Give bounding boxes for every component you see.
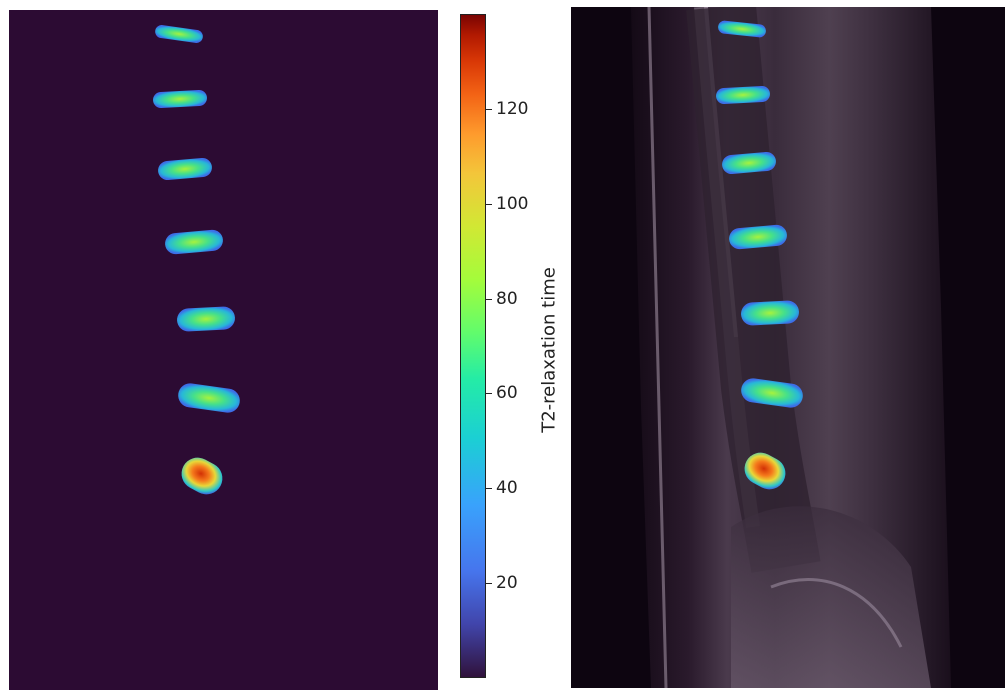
colorbar-tick-label: 40 [496,478,518,499]
overlay-disc-7 [744,452,786,490]
disc-7 [181,457,223,495]
colorbar-tick-label: 20 [496,573,518,594]
colorbar-tick [486,488,492,490]
colorbar-tick-label: 80 [496,288,518,309]
mri-overlay-image [631,7,951,688]
colorbar [460,14,486,678]
colorbar-tick-label: 60 [496,383,518,404]
colorbar-tick [486,393,492,395]
overlay-disc-6 [741,378,803,408]
disc-6 [178,383,240,413]
disc-1 [155,25,203,43]
t2-map-panel [9,10,438,690]
mri-overlay-panel [571,7,1005,688]
overlay-disc-4 [729,224,787,250]
t2-map-image [153,25,240,495]
overlay-disc-3 [722,151,776,175]
colorbar-tick-label: 100 [496,193,529,214]
colorbar-tick-label: 120 [496,98,529,119]
overlay-disc-2 [716,86,770,104]
overlay-disc-1 [718,20,766,38]
colorbar-tick [486,583,492,585]
colorbar-tick [486,108,492,110]
disc-3 [158,157,212,181]
colorbar-tick [486,298,492,300]
overlay-disc-5 [741,300,799,326]
colorbar-tick [486,203,492,205]
disc-4 [165,229,223,255]
colorbar-label: T2-relaxation time [538,267,560,433]
disc-5 [177,306,235,332]
disc-2 [153,90,207,108]
